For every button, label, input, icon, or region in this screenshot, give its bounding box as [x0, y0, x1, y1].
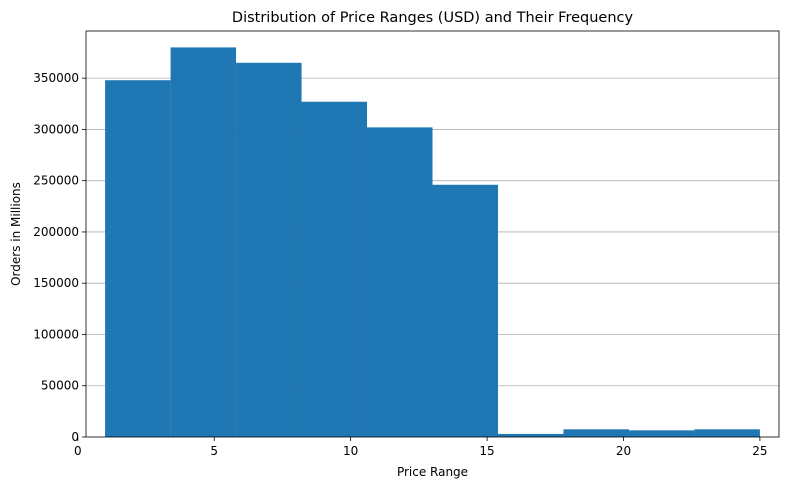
plot-frame	[85, 30, 780, 438]
histogram-bar	[105, 80, 171, 437]
y-tick-label: 300000	[33, 122, 79, 136]
y-tick-label: 250000	[33, 174, 79, 188]
x-tick-label: 10	[343, 444, 358, 458]
histogram-bars	[105, 47, 760, 438]
histogram-bar	[301, 101, 368, 437]
histogram-bar	[628, 430, 695, 437]
chart-title: Distribution of Price Ranges (USD) and T…	[232, 10, 634, 26]
y-tick-label: 0	[71, 430, 79, 444]
y-tick-label: 50000	[41, 379, 79, 393]
histogram-bar	[432, 184, 498, 437]
x-tick-label: 0	[74, 444, 82, 458]
y-axis-title: Orders in Millions	[9, 182, 23, 286]
histogram-bar	[694, 429, 760, 437]
x-axis-title: Price Range	[397, 465, 468, 479]
histogram-bar	[563, 429, 629, 437]
x-tick-label: 15	[479, 444, 494, 458]
histogram-bar	[497, 433, 564, 437]
y-tick-label: 350000	[33, 71, 79, 85]
y-tick-label: 200000	[33, 225, 79, 239]
x-axis: 0 5 10 15 20 25	[74, 437, 768, 458]
histogram-bar	[236, 62, 302, 437]
x-tick-label: 25	[752, 444, 767, 458]
y-axis: 0 50000 100000 150000 200000 250000 300000 3500…	[33, 71, 86, 444]
x-tick-label: 5	[210, 444, 218, 458]
y-tick-label: 150000	[33, 276, 79, 290]
y-tick-label: 100000	[33, 327, 79, 341]
histogram-bar	[170, 47, 237, 437]
x-tick-label: 20	[616, 444, 631, 458]
histogram-bar	[367, 127, 433, 438]
